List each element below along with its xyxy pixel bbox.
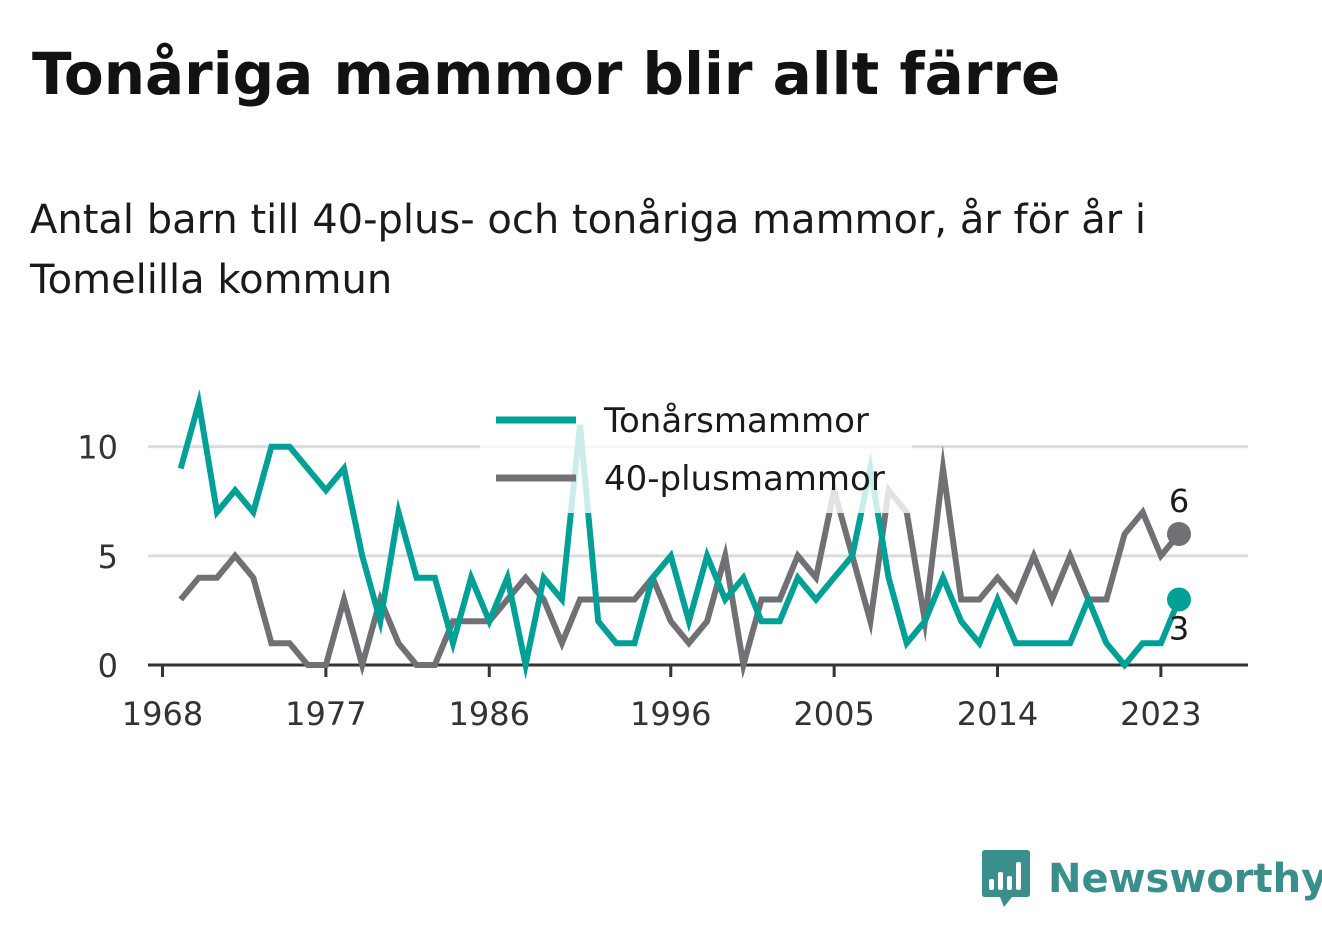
y-tick-label: 0 — [98, 647, 118, 685]
series-line-40-plusmammor — [178, 444, 1182, 679]
legend-label: Tonårsmammor — [603, 401, 869, 441]
x-tick-label: 1977 — [285, 695, 366, 733]
end-value-label: 6 — [1169, 482, 1189, 520]
page-title: Tonåriga mammor blir allt färre — [32, 40, 1061, 108]
end-point-marker — [1167, 587, 1192, 612]
end-point-marker — [1167, 522, 1192, 546]
y-tick-label: 10 — [77, 429, 118, 467]
x-tick-label: 2005 — [793, 695, 874, 733]
end-value-label: 3 — [1169, 610, 1189, 648]
legend: Tonårsmammor 40-plusmammor — [480, 393, 912, 513]
x-tick-label: 1968 — [122, 695, 203, 733]
series-line-tonarsmammor — [177, 389, 1182, 680]
y-axis-tick-labels: 0 5 10 — [77, 429, 118, 685]
x-axis — [148, 663, 1248, 677]
y-tick-label: 5 — [98, 538, 118, 576]
x-tick-label: 2023 — [1120, 695, 1201, 733]
bar-chart-speech-bubble-icon — [982, 850, 1030, 907]
series-lines — [177, 389, 1182, 680]
brand-logo: Newsworthy — [982, 850, 1322, 908]
chart-subtitle: Antal barn till 40-plus- och tonåriga ma… — [30, 197, 1147, 303]
legend-label: 40-plusmammor — [604, 459, 885, 499]
x-tick-label: 1986 — [449, 695, 530, 733]
x-tick-label: 1996 — [630, 695, 711, 733]
x-axis-tick-labels: 1968 1977 1986 1996 2005 2014 2023 — [122, 695, 1202, 733]
end-labels: 63 — [1167, 482, 1192, 648]
x-tick-label: 2014 — [957, 695, 1038, 733]
brand-name: Newsworthy — [1048, 856, 1322, 902]
legend-background — [480, 393, 912, 513]
